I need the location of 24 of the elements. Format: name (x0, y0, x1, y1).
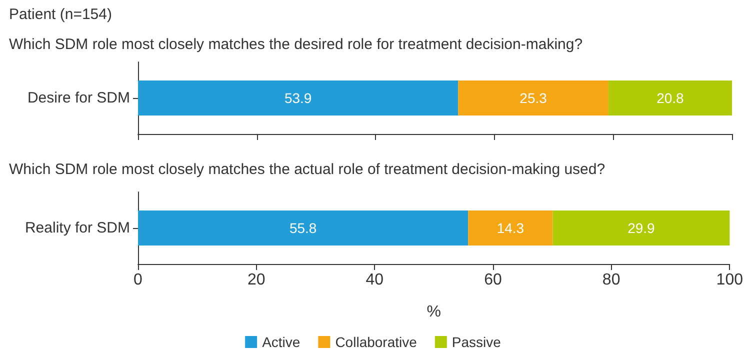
x-tick-label: 60 (484, 272, 502, 288)
y-tick-label: Reality for SDM (24, 220, 130, 236)
y-tick-label: Desire for SDM (27, 90, 130, 106)
x-tick-label: 0 (134, 272, 143, 288)
bar (468, 210, 553, 246)
chart-title: Which SDM role most closely matches the actual role of treatment decision-making used? (9, 161, 606, 178)
data-label: 20.8 (656, 90, 684, 106)
data-label: 55.8 (289, 220, 317, 236)
data-label: 25.3 (520, 90, 548, 106)
bar (138, 210, 468, 246)
data-label: 29.9 (628, 220, 656, 236)
legend-label: Passive (452, 334, 502, 350)
x-tick-label: 80 (602, 272, 620, 288)
x-tick-label: 40 (366, 272, 384, 288)
chart-title: Patient (n=154) (9, 6, 112, 23)
legend-label: Active (262, 334, 300, 350)
x-tick-label: 20 (247, 272, 266, 288)
legend-label: Collaborative (335, 334, 418, 350)
data-label: 53.9 (284, 90, 312, 106)
x-tick-label: 100 (716, 272, 744, 288)
x-axis-title: % (426, 304, 441, 320)
data-label: 14.3 (496, 220, 524, 236)
chart-subtitle: Which SDM role most closely matches the desired role for treatment decision-making? (9, 36, 583, 53)
bar (552, 210, 730, 246)
